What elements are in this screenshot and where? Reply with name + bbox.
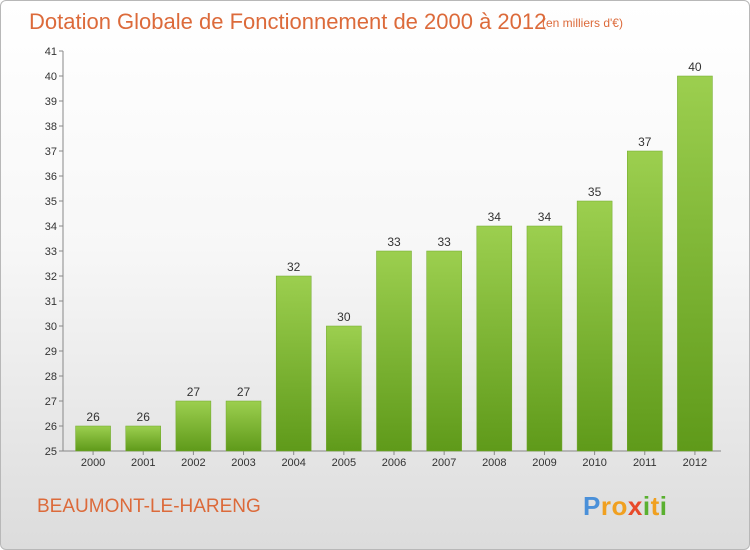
bar-2004: [275, 275, 312, 452]
data-label-2002: 27: [187, 385, 201, 399]
y-tick-label: 25: [45, 446, 57, 458]
bar-2001: [125, 425, 161, 452]
commune-name: BEAUMONT-LE-HARENG: [37, 496, 261, 517]
y-tick-label: 36: [45, 171, 57, 183]
x-tick-label-2003: 2003: [231, 457, 255, 469]
bar-2000: [75, 425, 111, 452]
bar-2007: [426, 250, 462, 452]
y-tick-label: 35: [45, 196, 57, 208]
bar-2012: [677, 75, 713, 452]
data-label-2006: 33: [387, 235, 401, 249]
x-tick-label-2009: 2009: [532, 457, 556, 469]
y-tick-label: 28: [45, 371, 57, 383]
y-tick-label: 31: [45, 296, 57, 308]
y-tick-label: 40: [45, 71, 57, 83]
x-tick-label-2008: 2008: [482, 457, 506, 469]
bar-2006: [376, 250, 412, 452]
data-label-2007: 33: [437, 235, 451, 249]
bar-2009: [526, 225, 563, 452]
data-label-2005: 30: [337, 310, 351, 324]
x-tick-label-2012: 2012: [683, 457, 707, 469]
x-tick-label-2006: 2006: [382, 457, 406, 469]
proxiti-logo[interactable]: Proxiti: [583, 491, 668, 521]
y-tick-label: 30: [45, 321, 57, 333]
y-tick-label: 39: [45, 96, 57, 108]
y-tick-label: 29: [45, 346, 57, 358]
x-tick-label-2010: 2010: [582, 457, 606, 469]
data-label-2012: 40: [688, 60, 702, 74]
y-tick-label: 26: [45, 421, 57, 433]
y-tick-label: 38: [45, 121, 57, 133]
x-tick-label-2007: 2007: [432, 457, 456, 469]
bar-2002: [175, 400, 212, 452]
data-label-2009: 34: [538, 210, 552, 224]
data-label-2004: 32: [287, 260, 301, 274]
chart-subtitle: (en milliers d'€): [542, 16, 623, 30]
x-tick-label-2001: 2001: [131, 457, 155, 469]
chart-title: Dotation Globale de Fonctionnement de 20…: [29, 9, 547, 34]
bars: 26 26 27 27 32 30 33 33 34 34 35 37 40: [75, 60, 713, 452]
data-label-2011: 37: [638, 135, 652, 149]
data-label-2010: 35: [588, 185, 602, 199]
y-tick-label: 41: [45, 46, 57, 58]
y-tick-label: 33: [45, 246, 57, 258]
x-tick-label-2011: 2011: [633, 457, 657, 469]
x-tick-label-2002: 2002: [181, 457, 205, 469]
data-label-2001: 26: [137, 410, 151, 424]
bar-2008: [476, 225, 513, 452]
x-tick-label-2004: 2004: [281, 457, 305, 469]
data-label-2008: 34: [488, 210, 502, 224]
y-tick-label: 34: [45, 221, 57, 233]
y-tick-label: 27: [45, 396, 57, 408]
y-tick-label: 37: [45, 146, 57, 158]
bar-2005: [326, 325, 362, 452]
bar-2003: [225, 400, 262, 452]
x-tick-label-2005: 2005: [332, 457, 356, 469]
x-tick-label-2000: 2000: [81, 457, 105, 469]
axes: 25 26 27 28 29 30 31 32 33 34 35 36 37 38 39 40 41 2000 20…: [45, 46, 721, 469]
bar-2010: [576, 200, 613, 452]
data-label-2000: 26: [86, 410, 100, 424]
y-tick-label: 32: [45, 271, 57, 283]
bar-2011: [627, 150, 663, 452]
data-label-2003: 27: [237, 385, 251, 399]
